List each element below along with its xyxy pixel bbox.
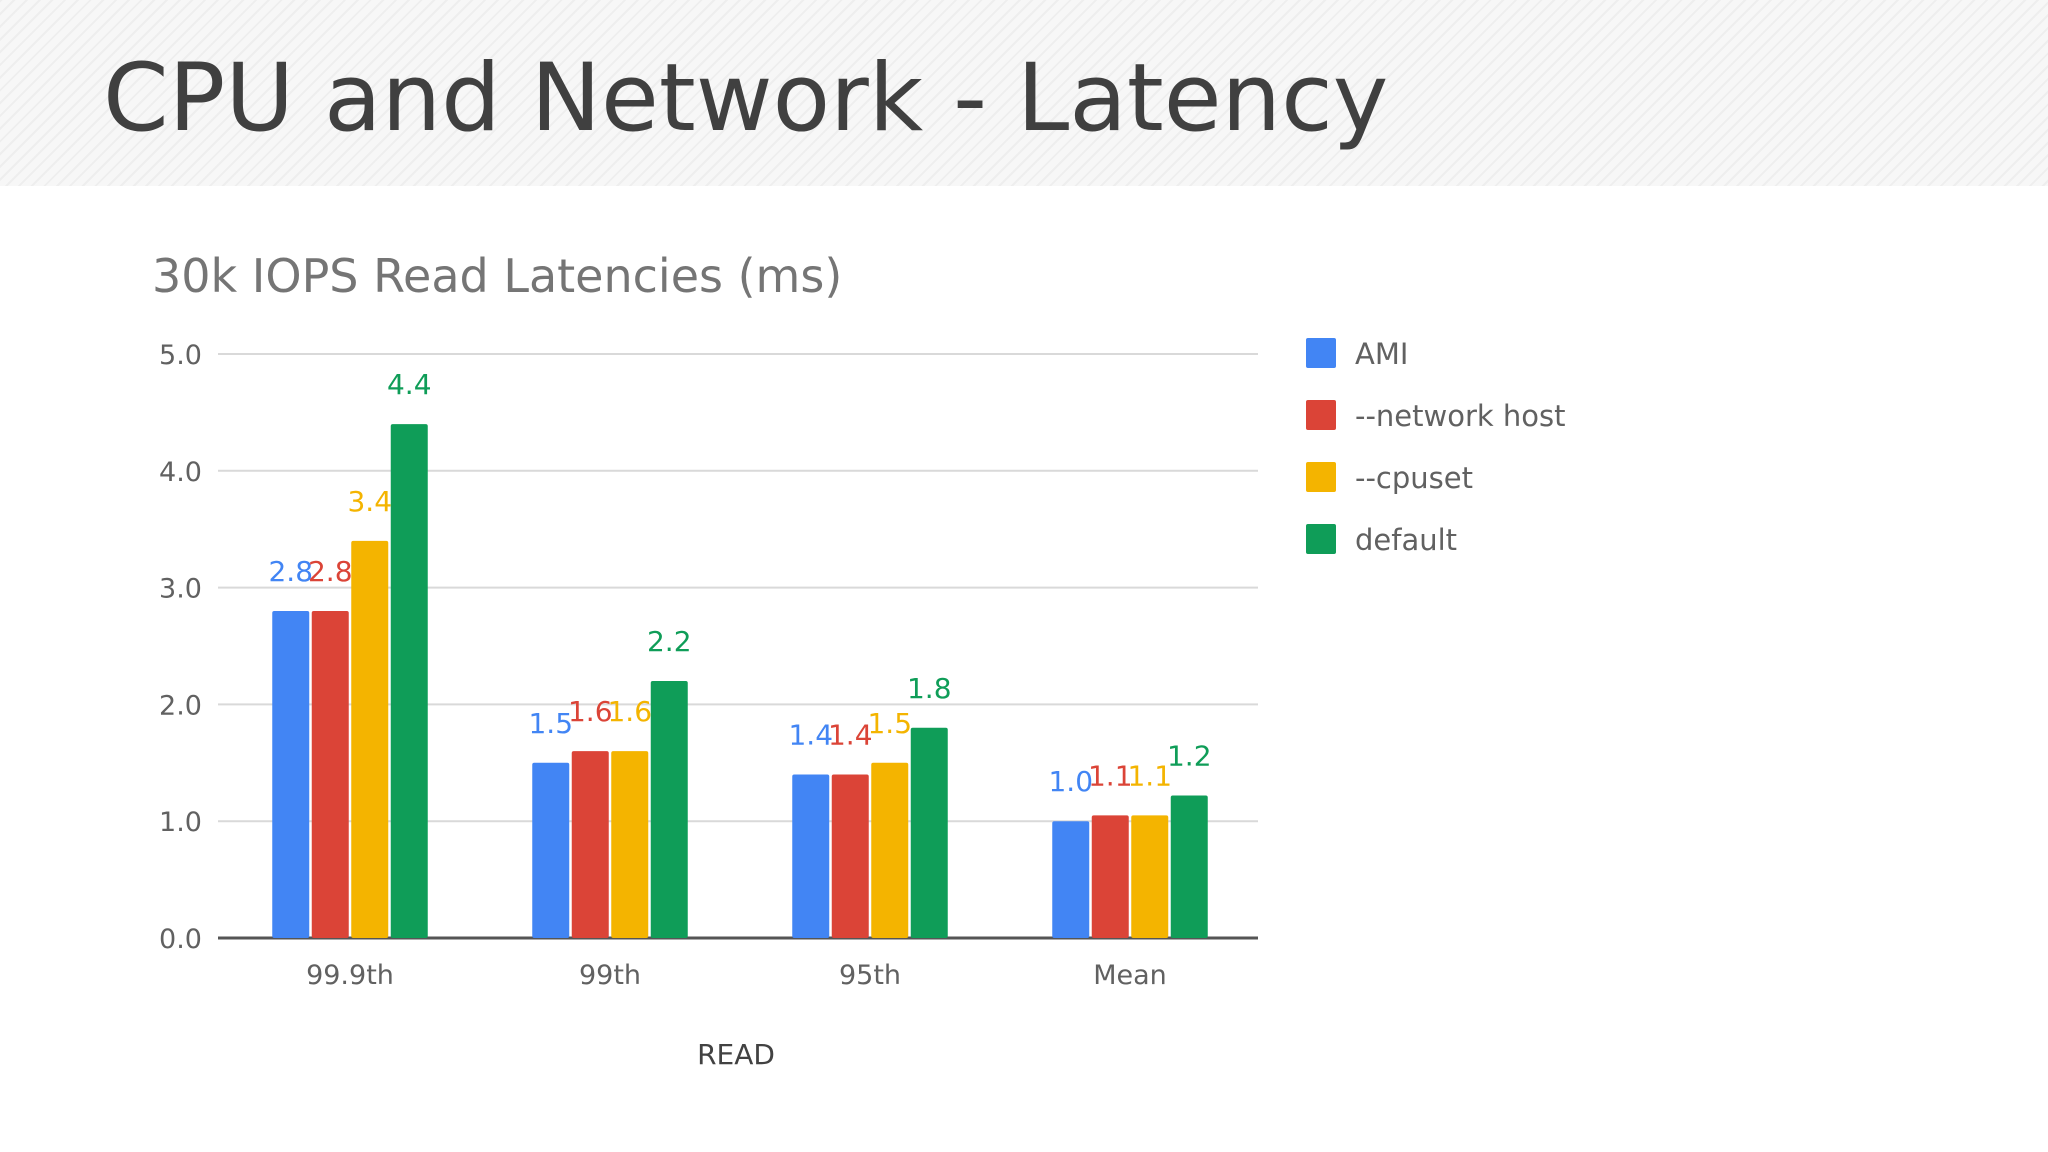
bar-99th-3 <box>650 681 688 938</box>
data-label: 1.1 <box>1127 759 1172 792</box>
bar-95th-0 <box>792 774 830 938</box>
data-label: 1.5 <box>867 707 912 740</box>
chart-title: 30k IOPS Read Latencies (ms) <box>152 249 842 303</box>
bar-99th-1 <box>571 751 609 938</box>
data-label: 1.0 <box>1048 765 1093 798</box>
data-label: 1.6 <box>568 695 613 728</box>
bar-Mean-0 <box>1052 821 1090 938</box>
x-tick-label: 95th <box>839 960 901 991</box>
y-tick-label: 3.0 <box>159 574 202 605</box>
y-tick-label: 4.0 <box>159 457 202 488</box>
data-label: 1.1 <box>1088 759 1133 792</box>
data-label: 1.4 <box>828 718 873 751</box>
bar-999th-3 <box>390 424 428 939</box>
y-tick-label: 2.0 <box>159 690 202 721</box>
y-tick-label: 1.0 <box>159 807 202 838</box>
data-label: 2.8 <box>268 555 313 588</box>
legend-entry: --cpuset <box>1355 461 1473 495</box>
data-label: 1.5 <box>528 707 573 740</box>
data-label: 1.4 <box>788 718 833 751</box>
bar-99th-2 <box>611 751 649 938</box>
bar-999th-2 <box>351 540 389 938</box>
legend-entry: default <box>1355 523 1457 557</box>
bar-999th-0 <box>272 610 310 938</box>
data-label: 1.8 <box>907 672 952 705</box>
x-tick-label: Mean <box>1093 960 1167 991</box>
data-label: 4.4 <box>387 368 432 401</box>
x-axis-label: READ <box>697 1038 775 1071</box>
bar-95th-3 <box>910 727 948 938</box>
bar-95th-1 <box>831 774 869 938</box>
bar-Mean-2 <box>1131 815 1169 938</box>
bar-Mean-3 <box>1170 795 1208 938</box>
y-tick-label: 0.0 <box>159 924 202 955</box>
bar-chart: 30k IOPS Read Latencies (ms) 0.0 1.0 2.0 3.0… <box>152 249 1566 1071</box>
x-tick-label: 99th <box>579 960 641 991</box>
x-tick-label: 99.9th <box>306 960 394 991</box>
slide-header: CPU and Network - Latency <box>0 0 2048 186</box>
data-label: 2.8 <box>308 555 353 588</box>
legend-swatch <box>1306 462 1336 492</box>
data-label: 1.6 <box>607 695 652 728</box>
y-tick-label: 5.0 <box>159 340 202 371</box>
legend-swatch <box>1306 524 1336 554</box>
legend-entry: --network host <box>1355 399 1566 433</box>
data-label: 3.4 <box>347 485 392 518</box>
legend-swatch <box>1306 338 1336 368</box>
bar-99th-0 <box>532 762 570 938</box>
slide-title: CPU and Network - Latency <box>103 44 1389 153</box>
data-label: 1.2 <box>1167 740 1212 773</box>
bar-95th-2 <box>871 762 909 938</box>
legend-entry: AMI <box>1355 337 1408 371</box>
bar-999th-1 <box>311 610 349 938</box>
legend-swatch <box>1306 400 1336 430</box>
data-label: 2.2 <box>647 625 692 658</box>
bar-Mean-1 <box>1091 815 1129 938</box>
